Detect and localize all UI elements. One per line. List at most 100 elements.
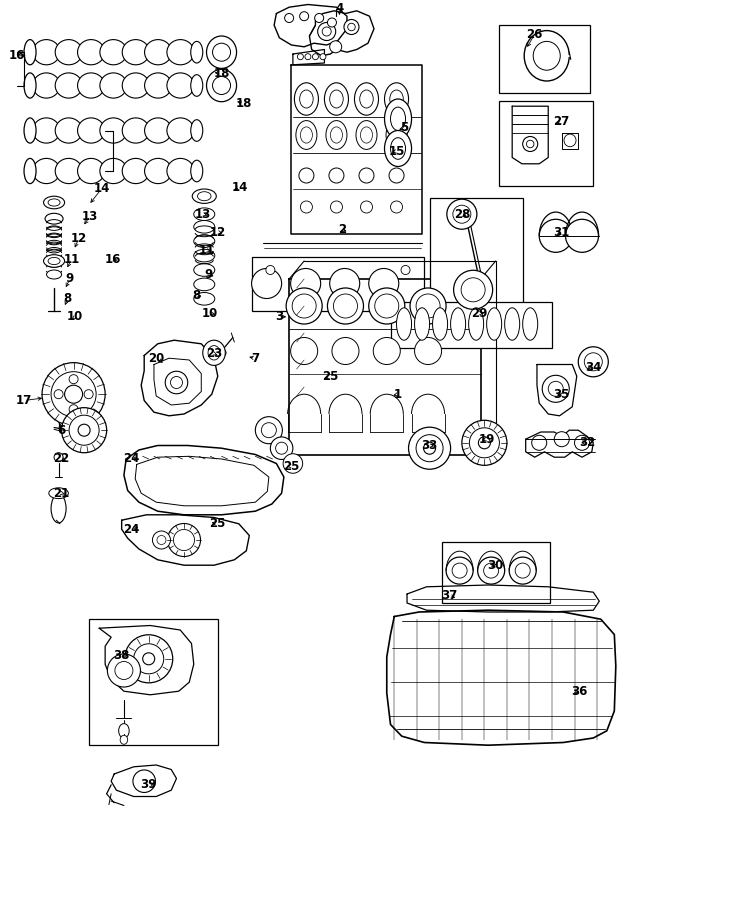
Ellipse shape: [523, 308, 538, 340]
Ellipse shape: [385, 130, 412, 166]
Ellipse shape: [385, 99, 412, 139]
Circle shape: [416, 435, 443, 462]
Ellipse shape: [122, 118, 149, 143]
Circle shape: [344, 20, 359, 34]
Ellipse shape: [524, 31, 569, 81]
Text: 25: 25: [322, 370, 339, 382]
Ellipse shape: [433, 308, 448, 340]
Text: 30: 30: [487, 559, 504, 572]
Text: 29: 29: [471, 307, 487, 320]
Ellipse shape: [119, 724, 129, 738]
Bar: [499, 25, 590, 93]
Circle shape: [330, 40, 342, 53]
Ellipse shape: [48, 199, 60, 206]
Ellipse shape: [397, 308, 412, 340]
Circle shape: [369, 288, 405, 324]
Ellipse shape: [300, 127, 312, 143]
Ellipse shape: [33, 73, 60, 98]
Circle shape: [584, 353, 602, 371]
Circle shape: [415, 338, 442, 364]
Ellipse shape: [505, 308, 520, 340]
Text: 15: 15: [388, 145, 405, 158]
Ellipse shape: [391, 107, 406, 130]
Text: 23: 23: [206, 347, 222, 360]
Circle shape: [84, 390, 93, 399]
Text: 31: 31: [553, 226, 570, 239]
Ellipse shape: [356, 121, 377, 149]
Circle shape: [125, 634, 173, 683]
Text: 25: 25: [210, 518, 226, 530]
Text: 10: 10: [202, 307, 219, 320]
Text: 32: 32: [579, 436, 596, 449]
Ellipse shape: [191, 41, 203, 63]
Ellipse shape: [47, 270, 62, 279]
Text: 18: 18: [236, 97, 252, 110]
Circle shape: [369, 268, 399, 299]
Circle shape: [291, 268, 321, 299]
Circle shape: [548, 382, 563, 396]
Ellipse shape: [194, 208, 215, 220]
Ellipse shape: [191, 120, 203, 141]
Circle shape: [320, 54, 326, 59]
Text: 17: 17: [16, 394, 32, 407]
Circle shape: [375, 294, 399, 318]
Ellipse shape: [44, 196, 65, 209]
Circle shape: [359, 168, 374, 183]
Text: 16: 16: [8, 50, 25, 62]
Circle shape: [469, 428, 499, 458]
Ellipse shape: [167, 40, 194, 65]
Ellipse shape: [56, 158, 83, 184]
Ellipse shape: [33, 40, 60, 65]
Bar: [430, 198, 523, 324]
Text: 25: 25: [283, 460, 300, 473]
Text: 13: 13: [82, 210, 98, 222]
Text: 16: 16: [104, 253, 121, 266]
Ellipse shape: [192, 189, 216, 203]
Circle shape: [478, 557, 505, 584]
Text: 19: 19: [478, 433, 495, 446]
Ellipse shape: [24, 118, 36, 143]
Circle shape: [152, 531, 170, 549]
Ellipse shape: [191, 160, 203, 182]
Ellipse shape: [475, 314, 483, 325]
Circle shape: [410, 288, 446, 324]
Circle shape: [283, 454, 303, 473]
Text: 27: 27: [553, 115, 570, 128]
Ellipse shape: [360, 127, 372, 143]
Circle shape: [165, 371, 188, 394]
Bar: [442, 542, 550, 603]
Ellipse shape: [194, 249, 215, 262]
Circle shape: [54, 453, 63, 462]
Circle shape: [329, 168, 344, 183]
Ellipse shape: [120, 735, 128, 744]
Ellipse shape: [326, 121, 347, 149]
Text: 18: 18: [213, 68, 230, 80]
Circle shape: [69, 405, 78, 414]
Text: 9: 9: [66, 273, 74, 285]
Circle shape: [51, 372, 96, 417]
Ellipse shape: [294, 83, 318, 115]
Text: 33: 33: [421, 439, 438, 452]
Text: 11: 11: [63, 253, 80, 266]
Ellipse shape: [48, 257, 60, 265]
Ellipse shape: [300, 90, 313, 108]
Ellipse shape: [198, 192, 211, 201]
Circle shape: [578, 346, 608, 377]
Text: 24: 24: [123, 453, 140, 465]
Ellipse shape: [167, 118, 194, 143]
Ellipse shape: [51, 494, 66, 523]
Circle shape: [252, 268, 282, 299]
Circle shape: [54, 390, 63, 399]
Circle shape: [542, 375, 569, 402]
Ellipse shape: [56, 118, 83, 143]
Text: 11: 11: [198, 244, 215, 256]
Ellipse shape: [213, 43, 231, 61]
Bar: [252, 256, 424, 310]
Ellipse shape: [330, 127, 342, 143]
Ellipse shape: [145, 40, 172, 65]
Bar: [499, 101, 593, 186]
Circle shape: [312, 54, 318, 59]
Ellipse shape: [167, 158, 194, 184]
Circle shape: [554, 432, 569, 446]
Ellipse shape: [415, 308, 430, 340]
